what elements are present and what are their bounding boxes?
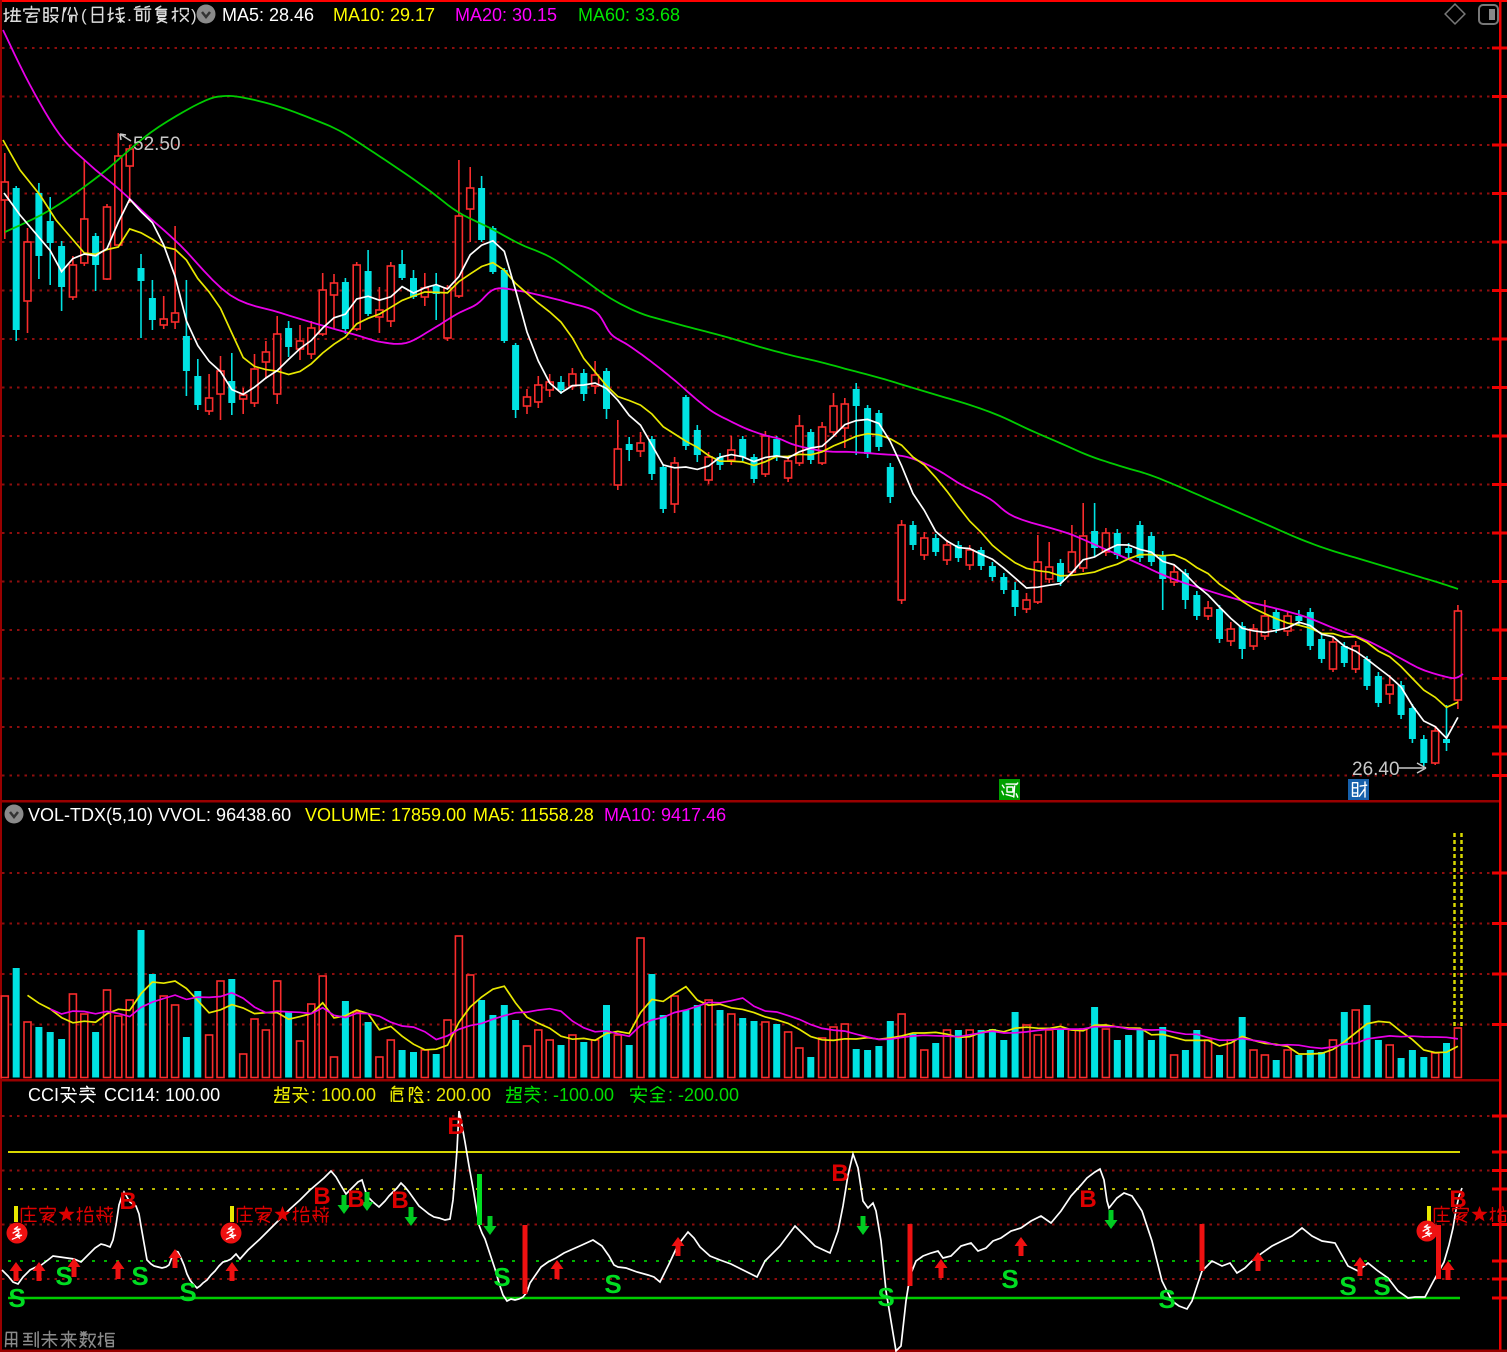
svg-text:MA5: 28.46: MA5: 28.46 <box>222 5 314 25</box>
svg-text:S: S <box>1001 1264 1018 1294</box>
svg-text:S: S <box>604 1269 621 1299</box>
svg-text:(: ( <box>81 6 87 25</box>
svg-text:B: B <box>447 1113 464 1140</box>
svg-text:VOLUME: 17859.00: VOLUME: 17859.00 <box>305 805 466 825</box>
svg-text:B: B <box>347 1186 364 1213</box>
svg-text:: -100.00: : -100.00 <box>543 1085 614 1105</box>
svg-text:B: B <box>313 1183 330 1210</box>
svg-text:MA10: 9417.46: MA10: 9417.46 <box>604 805 726 825</box>
svg-text:26.40: 26.40 <box>1352 759 1400 780</box>
svg-text:): ) <box>191 6 197 25</box>
svg-text:B: B <box>831 1160 848 1187</box>
svg-text:B: B <box>391 1187 408 1214</box>
svg-text:S: S <box>1339 1271 1356 1301</box>
svg-text:MA5: 11558.28: MA5: 11558.28 <box>473 805 594 825</box>
svg-text:S: S <box>8 1283 25 1313</box>
svg-text:S: S <box>493 1262 510 1292</box>
svg-text:MA10: 29.17: MA10: 29.17 <box>333 5 435 25</box>
svg-text:MA60: 33.68: MA60: 33.68 <box>578 5 680 25</box>
svg-text:S: S <box>1373 1271 1390 1301</box>
svg-text:.: . <box>127 6 132 25</box>
svg-text:: 100.00: : 100.00 <box>311 1085 376 1105</box>
svg-text:S: S <box>179 1277 196 1307</box>
svg-text:B: B <box>1079 1186 1096 1213</box>
svg-text:: 200.00: : 200.00 <box>426 1085 491 1105</box>
svg-text:B: B <box>119 1188 136 1215</box>
svg-text:S: S <box>1158 1284 1175 1314</box>
svg-text:CCI14: 100.00: CCI14: 100.00 <box>104 1085 220 1105</box>
svg-text:MA20: 30.15: MA20: 30.15 <box>455 5 557 25</box>
svg-text:: -200.00: : -200.00 <box>668 1085 739 1105</box>
svg-text:CCI: CCI <box>28 1085 59 1105</box>
svg-text:S: S <box>877 1282 894 1312</box>
svg-text:52.50: 52.50 <box>133 134 181 155</box>
svg-text:S: S <box>55 1261 72 1291</box>
svg-text:S: S <box>131 1261 148 1291</box>
svg-text:VOL-TDX(5,10) VVOL: 96438.60: VOL-TDX(5,10) VVOL: 96438.60 <box>28 805 291 825</box>
svg-text:B: B <box>1449 1186 1466 1213</box>
